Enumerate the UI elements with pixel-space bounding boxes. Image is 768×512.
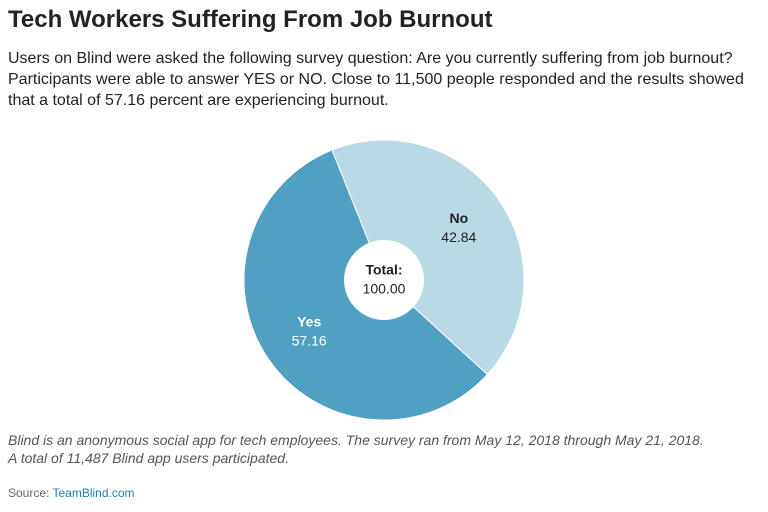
donut-hole	[344, 240, 424, 320]
chart: No 42.84 Yes 57.16 Total: 100.00	[243, 139, 525, 421]
slice-value: 42.84	[441, 229, 476, 245]
total-value: 100.00	[363, 281, 406, 297]
slice-label: Yes	[297, 313, 321, 329]
source: Source: TeamBlind.com	[8, 486, 135, 500]
chart-title: Tech Workers Suffering From Job Burnout	[8, 6, 493, 33]
source-link[interactable]: TeamBlind.com	[52, 486, 135, 500]
chart-subtitle: Users on Blind were asked the following …	[8, 50, 744, 109]
slice-value: 57.16	[292, 332, 327, 348]
total-label: Total:	[365, 262, 402, 278]
source-label: Source:	[8, 486, 50, 500]
slice	[331, 139, 525, 376]
note-line: Blind is an anonymous social app for tec…	[8, 432, 704, 448]
note: Blind is an anonymous social app for tec…	[8, 431, 760, 467]
note-line: A total of 11,487 Blind app users partic…	[8, 450, 289, 466]
slice-label: No	[449, 210, 468, 226]
